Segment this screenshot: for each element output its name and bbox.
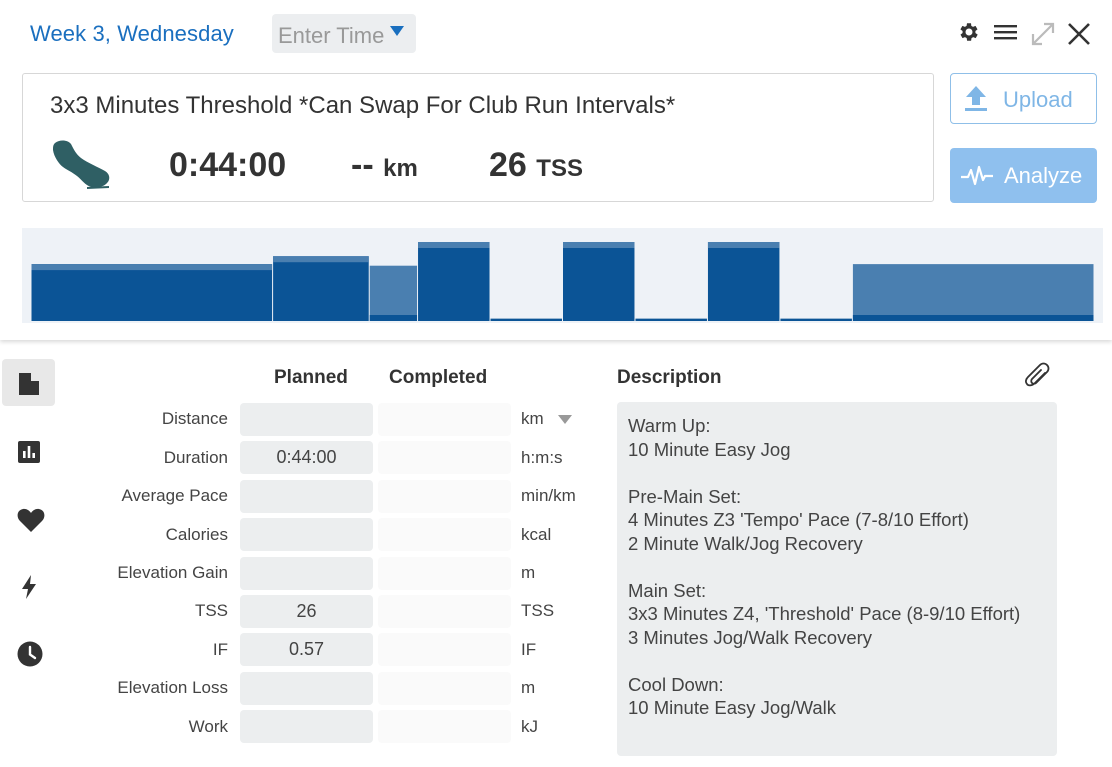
running-shoe-icon <box>53 140 110 189</box>
workout-distance: -- km <box>351 146 418 185</box>
planned-elevation-loss-input[interactable] <box>240 672 373 705</box>
interval-bar-9[interactable] <box>780 318 852 321</box>
completed-distance-input[interactable] <box>378 403 511 436</box>
interval-bar-8[interactable] <box>707 242 780 321</box>
distance-unit: km <box>383 155 418 182</box>
pulse-icon <box>961 165 993 186</box>
unit-duration: h:m:s <box>521 448 563 467</box>
row-label-calories: Calories <box>165 525 228 544</box>
interval-bar-10[interactable] <box>852 264 1094 321</box>
row-label-average-pace: Average Pace <box>121 486 228 505</box>
completed-work-input[interactable] <box>378 710 511 743</box>
completed-elevation-loss-input[interactable] <box>378 672 511 705</box>
day-title: Week 3, Wednesday <box>30 21 234 46</box>
sidebar-item-summary[interactable] <box>2 359 55 406</box>
planned-calories-input[interactable] <box>240 518 373 551</box>
unit-tss: TSS <box>521 601 555 620</box>
interval-bar-4[interactable] <box>418 242 490 321</box>
time-placeholder: Enter Time <box>278 23 385 48</box>
row-label-duration: Duration <box>163 448 228 467</box>
completed-if-input[interactable] <box>378 633 511 666</box>
gear-icon[interactable] <box>957 20 981 44</box>
planned-elevation-gain-input[interactable] <box>240 557 373 590</box>
completed-average-pace-input[interactable] <box>378 480 511 513</box>
unit-average-pace: min/km <box>521 486 576 505</box>
heart-icon <box>17 508 45 532</box>
workout-structure-chart[interactable] <box>22 228 1103 323</box>
interval-bar-6[interactable] <box>563 242 635 321</box>
unit-if: IF <box>521 640 537 659</box>
tss-unit: TSS <box>536 155 583 182</box>
completed-calories-input[interactable] <box>378 518 511 551</box>
description-text[interactable]: Warm Up: 10 Minute Easy Jog Pre-Main Set… <box>617 402 1057 756</box>
workout-sidebar <box>0 340 60 767</box>
unit-elevation-gain: m <box>521 563 536 582</box>
close-icon[interactable] <box>1066 20 1092 48</box>
chevron-down-icon[interactable] <box>390 26 404 36</box>
unit-dropdown-icon[interactable] <box>558 415 572 424</box>
interval-bar-3[interactable] <box>369 265 418 321</box>
workout-duration: 0:44:00 <box>169 146 287 184</box>
unit-distance: km <box>521 409 544 428</box>
completed-tss-input[interactable] <box>378 595 511 628</box>
lightning-icon <box>22 575 36 599</box>
sidebar-item-history[interactable] <box>2 629 55 676</box>
row-label-tss: TSS <box>194 601 228 620</box>
planned-column-header: Planned <box>274 367 348 388</box>
row-label-distance: Distance <box>161 409 228 428</box>
tss-value: 26 <box>489 146 527 184</box>
document-icon <box>19 373 39 395</box>
interval-bar-5[interactable] <box>490 318 562 321</box>
planned-distance-input[interactable] <box>240 403 373 436</box>
planned-average-pace-input[interactable] <box>240 480 373 513</box>
planned-work-input[interactable] <box>240 710 373 743</box>
workout-header: Week 3, Wednesday Enter Time 3x3 Minutes… <box>0 0 1112 340</box>
interval-bar-2[interactable] <box>273 256 369 321</box>
row-label-elevation-loss: Elevation Loss <box>117 678 228 697</box>
interval-bar-1[interactable] <box>31 264 273 321</box>
description-heading: Description <box>617 367 722 388</box>
planned-tss-input[interactable]: 26 <box>240 595 373 628</box>
sidebar-item-power[interactable] <box>2 562 55 609</box>
distance-value: -- <box>351 146 374 184</box>
analyze-label: Analyze <box>1004 163 1083 188</box>
unit-elevation-loss: m <box>521 678 536 697</box>
upload-button[interactable]: Upload <box>950 73 1097 124</box>
unit-calories: kcal <box>521 525 552 544</box>
workout-summary-card: 3x3 Minutes Threshold *Can Swap For Club… <box>22 73 934 202</box>
workout-title[interactable]: 3x3 Minutes Threshold *Can Swap For Club… <box>50 92 676 119</box>
sidebar-item-heart-rate[interactable] <box>2 495 55 542</box>
paperclip-icon[interactable] <box>1024 361 1052 391</box>
completed-column-header: Completed <box>389 367 488 388</box>
planned-duration-input[interactable]: 0:44:00 <box>240 441 373 474</box>
clock-icon <box>17 641 43 667</box>
menu-icon[interactable] <box>994 20 1018 44</box>
row-label-if: IF <box>212 640 228 659</box>
row-label-elevation-gain: Elevation Gain <box>117 563 228 582</box>
upload-icon <box>965 86 987 111</box>
interval-bar-7[interactable] <box>635 318 707 321</box>
row-label-work: Work <box>188 717 228 736</box>
unit-work: kJ <box>521 717 538 736</box>
workout-tss: 26 TSS <box>489 146 583 185</box>
analyze-button[interactable]: Analyze <box>950 148 1097 203</box>
completed-duration-input[interactable] <box>378 441 511 474</box>
time-input[interactable]: Enter Time <box>272 14 416 53</box>
bar-chart-icon <box>18 441 40 463</box>
planned-if-input[interactable]: 0.57 <box>240 633 373 666</box>
expand-icon[interactable] <box>1031 20 1055 46</box>
sidebar-item-charts[interactable] <box>2 428 55 475</box>
upload-label: Upload <box>1003 87 1073 112</box>
completed-elevation-gain-input[interactable] <box>378 557 511 590</box>
